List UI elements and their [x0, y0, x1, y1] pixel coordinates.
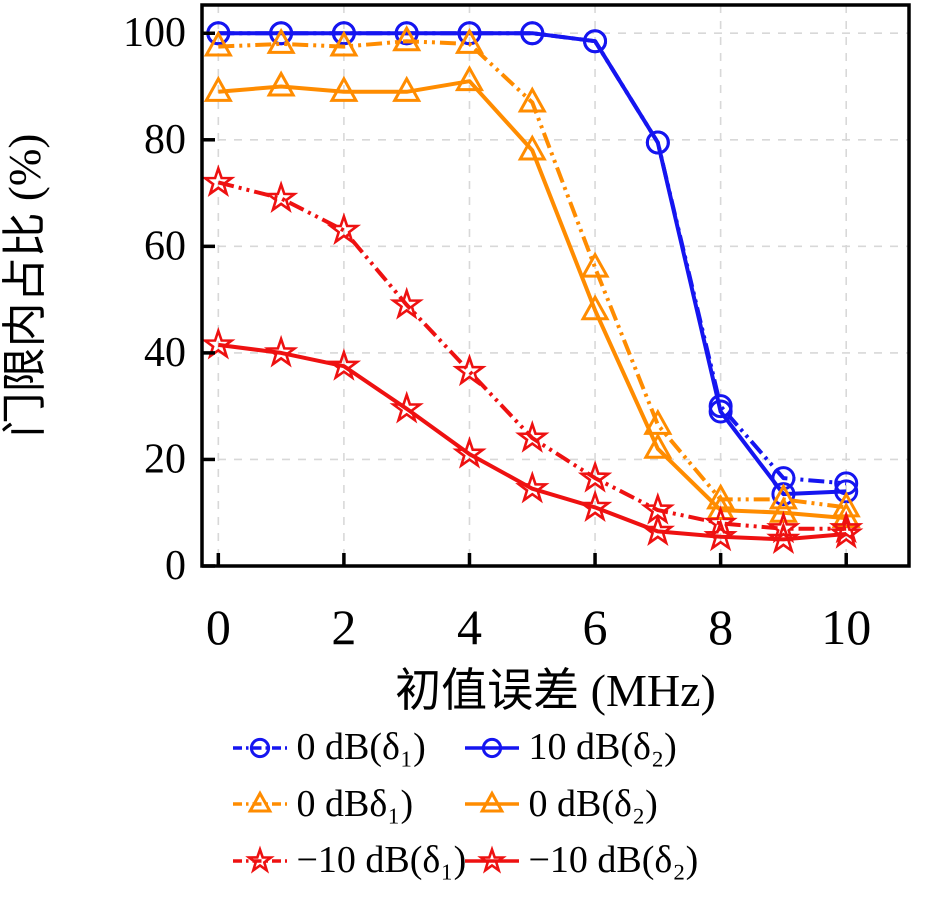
y-axis-label: 门限内占比 (%) — [0, 134, 50, 438]
series-marker-star — [515, 470, 550, 504]
legend-marker-star-icon — [232, 845, 287, 874]
series-marker-star — [326, 212, 362, 245]
legend-item: 0 dB(δ₂) — [464, 781, 714, 829]
series-marker-circle — [269, 21, 294, 46]
plot-frame — [200, 3, 911, 568]
series-marker-triangle — [266, 27, 296, 54]
series-marker-star — [703, 518, 738, 552]
series-marker-star — [640, 513, 676, 546]
series-marker-circle — [520, 21, 545, 46]
series-marker-triangle — [266, 70, 296, 97]
series-marker-circle — [583, 29, 608, 54]
series-marker-star — [201, 326, 236, 360]
legend-row: −10 dB(δ₁) −10 dB(δ₂) — [232, 837, 714, 885]
y-tick-label: 100 — [123, 10, 186, 56]
legend-label: −10 dB(δ₁) — [296, 839, 467, 881]
legend-item: −10 dB(δ₁) — [232, 837, 467, 885]
series-line — [217, 180, 847, 531]
legend-item: 0 dB(δ₁) — [232, 724, 464, 772]
series-marker-triangle — [643, 432, 673, 459]
series-marker-triangle — [392, 25, 422, 52]
legend-marker-triangle-icon — [464, 790, 519, 813]
legend-label: −10 dB(δ₂) — [528, 839, 699, 881]
legend-marker-shape — [244, 845, 275, 874]
series-marker-triangle — [643, 408, 673, 435]
series-marker-star — [452, 353, 487, 387]
series-marker-triangle — [517, 86, 547, 113]
series-marker-star — [766, 510, 801, 544]
legend-label: 0 dB(δ₂) — [528, 782, 658, 825]
legend-marker-circle-icon — [232, 737, 287, 758]
series-marker-star — [766, 521, 801, 554]
x-tick-label: 6 — [583, 599, 608, 655]
legend-item: 0 dBδ₁) — [232, 781, 464, 829]
legend-row: 0 dBδ₁) 0 dB(δ₂) — [232, 781, 714, 829]
series-marker-triangle — [768, 483, 798, 510]
y-tick-label: 80 — [144, 117, 186, 163]
series-marker-star — [703, 505, 738, 538]
x-tick-label: 8 — [708, 599, 733, 655]
series-marker-triangle — [580, 251, 610, 278]
legend-marker-shape — [479, 790, 504, 813]
series-marker-circle — [331, 21, 356, 46]
legend-marker-shape — [481, 737, 502, 758]
series-marker-star — [389, 286, 424, 320]
series-marker-star — [389, 390, 424, 424]
legend-label: 0 dB(δ₁) — [296, 726, 426, 768]
series-marker-triangle — [203, 75, 233, 102]
series-marker-triangle — [454, 65, 485, 92]
legend-item: −10 dB(δ₂) — [464, 837, 714, 885]
series-marker-star — [640, 492, 676, 525]
x-tick-label: 2 — [331, 599, 356, 655]
legend-marker-shape — [476, 845, 507, 874]
series-marker-star — [577, 460, 613, 493]
x-tick-label: 10 — [821, 599, 871, 655]
series-marker-triangle — [203, 30, 233, 57]
legend-marker-circle-icon — [464, 737, 519, 758]
legend-row: 0 dB(δ₁) 10 dB(δ₂) — [232, 724, 714, 772]
series-marker-circle — [834, 479, 859, 504]
series-marker-star — [263, 180, 299, 213]
y-tick-label: 40 — [144, 330, 186, 376]
series-marker-triangle — [392, 75, 422, 102]
series-marker-star — [326, 348, 362, 381]
x-tick-label: 0 — [206, 599, 231, 655]
series-marker-star — [263, 334, 299, 368]
x-axis-label: 初值误差 (MHz) — [395, 665, 716, 716]
series-line — [218, 39, 847, 510]
legend: 0 dB(δ₁) 10 dB(δ₂) 0 dBδ₁) 0 dB(δ₂) −10 dB(δ… — [0, 724, 945, 885]
y-tick-label: 20 — [144, 436, 186, 482]
legend-item: 10 dB(δ₂) — [464, 724, 714, 772]
series-marker-triangle — [768, 496, 798, 523]
series-marker-star — [452, 436, 487, 469]
series-marker-circle — [645, 130, 670, 155]
x-tick-label: 4 — [457, 599, 482, 655]
legend-label: 10 dB(δ₂) — [528, 726, 677, 768]
chart-canvas: 0 20 40 60 80 100 0 2 4 6 8 10 初值误差 (MHz) 门限内占比 (%) — [0, 3, 911, 716]
legend-marker-star-icon — [464, 845, 519, 874]
y-tick-label: 60 — [144, 223, 186, 269]
series-marker-circle — [708, 394, 733, 419]
series-marker-star — [515, 420, 550, 453]
legend-marker-triangle-icon — [232, 790, 287, 813]
series-marker-star — [201, 164, 236, 197]
series-marker-circle — [394, 21, 419, 46]
series-line — [218, 31, 847, 486]
series-marker-star — [577, 489, 613, 522]
series-marker-triangle — [329, 30, 359, 57]
series-marker-triangle — [580, 294, 610, 321]
y-tick-label: 0 — [165, 543, 186, 589]
series-line — [218, 79, 847, 521]
series-marker-triangle — [517, 134, 547, 161]
series-marker-triangle — [454, 27, 485, 54]
legend-marker-shape — [249, 737, 270, 758]
series-marker-triangle — [329, 75, 359, 102]
legend-label: 0 dBδ₁) — [296, 782, 414, 825]
series-line — [218, 342, 847, 542]
legend-marker-shape — [247, 790, 272, 813]
series-marker-star — [829, 510, 864, 544]
